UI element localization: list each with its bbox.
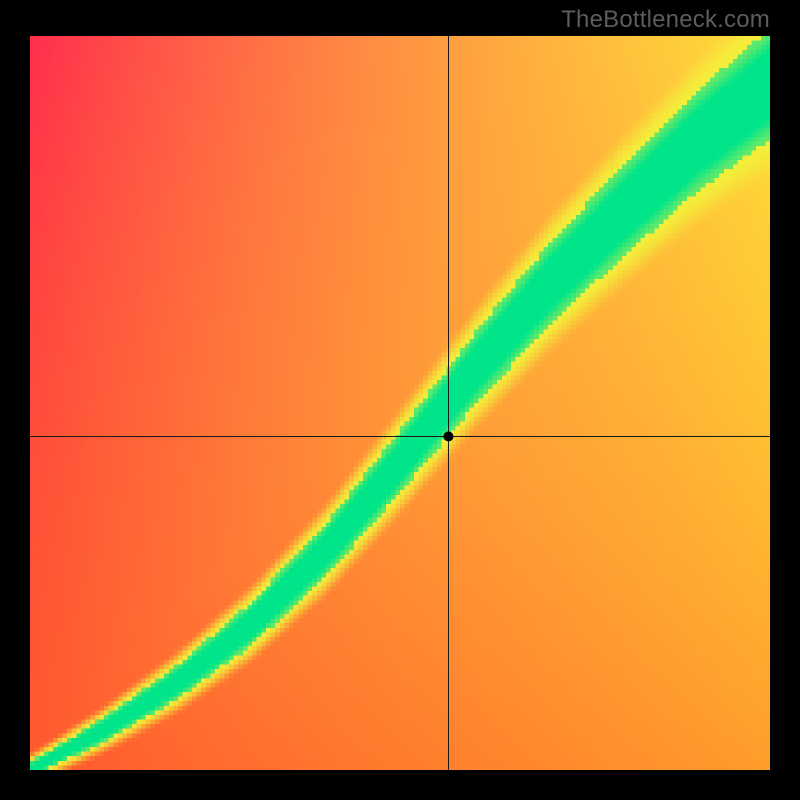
frame: TheBottleneck.com	[0, 0, 800, 800]
crosshair-overlay	[30, 36, 770, 770]
watermark-text: TheBottleneck.com	[561, 6, 770, 34]
